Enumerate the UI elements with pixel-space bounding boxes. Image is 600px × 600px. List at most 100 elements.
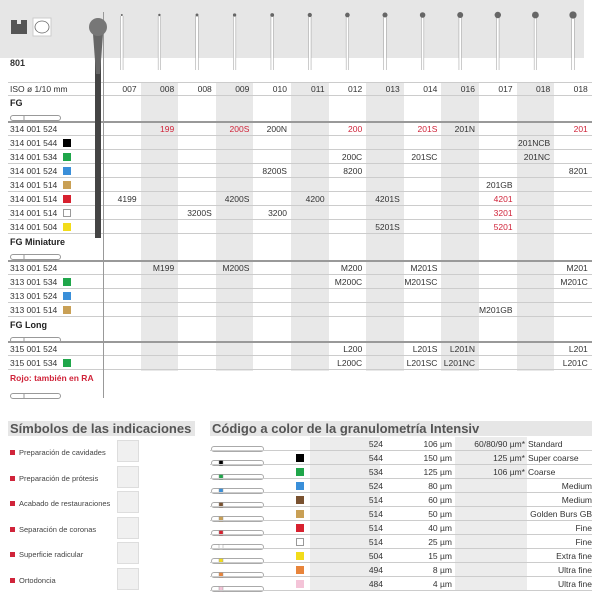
row-line	[8, 149, 592, 150]
tooth-cavity-icon	[11, 20, 27, 34]
row-line	[8, 274, 592, 275]
grit-code: 544	[368, 453, 383, 463]
grit-code: 504	[368, 551, 383, 561]
product-code: 8200	[343, 166, 363, 176]
color-code-title: Código a color de la granulometría Inten…	[210, 421, 592, 436]
iso-size: 017	[498, 84, 513, 94]
grit-size: 60 µm	[428, 495, 452, 505]
grit-name: Coarse	[528, 467, 556, 477]
grit-size: 150 µm	[423, 453, 452, 463]
grit-name: Medium	[561, 495, 592, 505]
iso-size: 008	[160, 84, 175, 94]
product-code: 4200S	[224, 194, 250, 204]
row-line	[8, 95, 592, 96]
iso-size: 010	[272, 84, 287, 94]
column-divider	[103, 12, 104, 398]
ref-number: 314 001 514	[10, 180, 58, 190]
row-line	[8, 233, 592, 234]
grit-code: 534	[368, 467, 383, 477]
bur-10	[494, 11, 501, 70]
ref-number: 314 001 514	[10, 194, 58, 204]
grit-code: 514	[368, 495, 383, 505]
prosthesis-preparation-icon	[117, 465, 139, 488]
product-code: M199	[152, 263, 175, 273]
product-code: L200	[343, 344, 363, 354]
product-code: 201N	[454, 124, 475, 134]
row-line	[8, 355, 592, 356]
color-swatch	[296, 580, 304, 588]
product-code: 5201	[493, 222, 513, 232]
product-code: 200	[348, 124, 363, 134]
ref-number: 313 001 534	[10, 277, 58, 287]
column-shade	[215, 82, 254, 371]
bur-9	[457, 12, 464, 70]
color-swatch	[296, 552, 304, 560]
product-code: M200	[340, 263, 363, 273]
indication-item: Preparación de cavidades	[10, 448, 106, 457]
grit-alt: 60/80/90 µm*	[474, 439, 525, 449]
grit-size: 106 µm	[423, 439, 452, 449]
product-code: 3200S	[187, 208, 212, 218]
iso-size: 008	[197, 84, 212, 94]
grit-size: 25 µm	[428, 537, 452, 547]
product-code: 201NCB	[518, 138, 551, 148]
grit-name: Fine	[575, 537, 592, 547]
bur-0	[120, 14, 124, 70]
color-swatch	[63, 167, 71, 175]
ref-number: 315 001 534	[10, 358, 58, 368]
product-code: L201	[568, 344, 588, 354]
ref-number: 314 001 524	[10, 166, 58, 176]
product-code: M201C	[560, 277, 588, 287]
product-code: 200S	[229, 124, 250, 134]
row-line	[210, 576, 592, 577]
grit-size: 80 µm	[428, 481, 452, 491]
grit-size: 125 µm	[423, 467, 452, 477]
row-line	[8, 191, 592, 192]
bur-5	[307, 12, 312, 70]
section-title: FG Long	[10, 320, 47, 330]
bur-illustrations	[103, 10, 593, 75]
product-code: 3200	[268, 208, 287, 218]
orthodontics-icon	[117, 567, 139, 590]
large-bur-illustration	[89, 18, 107, 238]
indication-item: Preparación de prótesis	[10, 474, 98, 483]
ref-number: 314 001 544	[10, 138, 58, 148]
section-title: FG	[10, 98, 23, 108]
bur-6	[345, 12, 350, 70]
bur-7	[382, 12, 388, 70]
bur-3	[232, 13, 237, 70]
color-swatch	[296, 468, 304, 476]
color-swatch	[296, 482, 304, 490]
product-code: M201S	[410, 263, 438, 273]
ra-note-text: Rojo: también en RA	[10, 373, 94, 383]
section-title: FG Miniature	[10, 237, 66, 247]
grit-code: 494	[368, 565, 383, 575]
product-code: 8201	[568, 166, 588, 176]
header-indication-icons	[11, 17, 52, 37]
grit-size: 50 µm	[428, 509, 452, 519]
color-swatch	[63, 181, 71, 189]
product-code: 3201	[493, 208, 513, 218]
grit-name: Fine	[575, 523, 592, 533]
product-code: M201SC	[404, 277, 438, 287]
color-swatch	[63, 139, 71, 147]
row-line	[210, 562, 592, 563]
ref-number: 314 001 514	[10, 208, 58, 218]
product-code: 4200	[305, 194, 325, 204]
product-code: M201	[566, 263, 588, 273]
row-line	[210, 590, 592, 591]
color-swatch	[63, 153, 71, 161]
iso-size: 014	[423, 84, 438, 94]
iso-size: 007	[122, 84, 137, 94]
grit-code: 514	[368, 537, 383, 547]
indication-item: Separación de coronas	[10, 525, 96, 534]
grit-name: Ultra fine	[557, 579, 592, 589]
product-code: 201GB	[486, 180, 513, 190]
column-shade	[441, 82, 479, 371]
color-swatch	[63, 223, 71, 231]
code-column-shade	[310, 437, 380, 591]
color-swatch	[296, 510, 304, 518]
grit-alt: 125 µm*	[493, 453, 525, 463]
column-shade	[140, 82, 179, 371]
indication-item: Acabado de restauraciones	[10, 499, 110, 508]
